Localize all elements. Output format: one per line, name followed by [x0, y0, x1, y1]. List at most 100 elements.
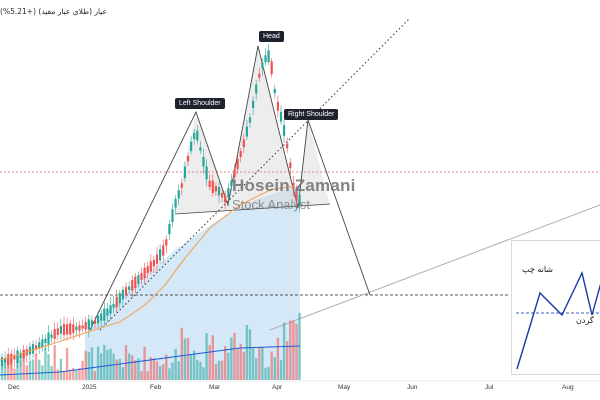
volume-bar: [90, 347, 94, 380]
candle: [81, 325, 84, 329]
volume-bar: [127, 353, 131, 380]
volume-bar: [47, 354, 50, 380]
candle: [289, 162, 292, 169]
volume-bar: [270, 351, 273, 380]
change-value: +5.21%: [2, 7, 34, 16]
volume-bar: [264, 367, 267, 380]
candle: [236, 158, 239, 169]
candle: [283, 125, 286, 136]
candle: [131, 280, 134, 291]
volume-bar: [282, 322, 286, 380]
x-tick-mar: Mar: [209, 384, 221, 391]
volume-bar: [236, 349, 239, 380]
volume-bar: [69, 369, 72, 380]
candle: [10, 353, 13, 364]
volume-bar: [19, 359, 22, 380]
candle: [177, 190, 180, 199]
volume-bar: [131, 355, 134, 380]
x-tick-jul: Jul: [485, 384, 494, 391]
candle: [279, 111, 283, 122]
candle: [155, 254, 159, 264]
volume-bar: [292, 320, 295, 380]
ma-line-orange: [0, 185, 296, 361]
inset-left-shoulder-label: شانه چپ: [522, 265, 553, 274]
volume-bar: [202, 367, 205, 380]
volume-bar: [208, 345, 211, 380]
candle: [41, 339, 44, 348]
volume-bar: [199, 361, 202, 380]
candle: [90, 320, 93, 327]
volume-bar: [183, 338, 187, 380]
candle: [112, 303, 115, 308]
volume-bar: [171, 362, 174, 380]
candle: [143, 267, 146, 279]
x-tick-feb: Feb: [150, 384, 162, 391]
volume-bar: [196, 359, 199, 380]
volume-bar: [25, 365, 28, 380]
volume-bar: [251, 347, 255, 380]
volume-bar: [273, 357, 276, 380]
volume-bar: [93, 371, 97, 380]
candle: [261, 62, 264, 69]
volume-bar: [78, 368, 81, 380]
candle: [214, 185, 217, 192]
candle: [69, 323, 72, 335]
volume-bar: [84, 350, 87, 380]
candle: [137, 275, 140, 284]
volume-bar: [174, 348, 177, 380]
volume-bar: [143, 346, 146, 380]
candle: [252, 100, 255, 109]
volume-bar: [140, 371, 143, 380]
x-tick-dec: Dec: [8, 384, 20, 391]
volume-bar: [227, 352, 230, 380]
x-tick-2025: 2025: [82, 384, 97, 391]
candle: [159, 249, 162, 261]
volume-bar: [3, 360, 7, 380]
candle: [196, 130, 199, 141]
candle: [62, 324, 66, 336]
candle: [276, 102, 279, 111]
volume-bar: [121, 367, 125, 380]
candle: [87, 319, 90, 330]
candle: [180, 183, 183, 188]
volume-bar: [220, 360, 224, 380]
volume-bar: [267, 366, 270, 380]
candle: [183, 166, 186, 179]
volume-bar: [115, 359, 118, 380]
head-callout: Head: [259, 31, 284, 42]
volume-bar: [28, 360, 32, 380]
pattern-lines: [89, 45, 371, 331]
candle: [171, 209, 174, 223]
candle: [50, 334, 53, 338]
candle: [38, 342, 41, 349]
candle: [208, 180, 211, 187]
volume-bar: [112, 353, 115, 380]
candle: [0, 357, 4, 366]
candle: [273, 88, 276, 94]
candle: [128, 286, 131, 290]
volume-bar: [118, 358, 121, 380]
candle: [72, 324, 75, 333]
volume-bar: [50, 365, 53, 380]
candle: [124, 286, 128, 296]
candle: [168, 224, 171, 235]
volume-bar: [124, 345, 128, 380]
inset-pattern-line: [516, 270, 593, 370]
volume-bar: [186, 337, 190, 380]
candle: [140, 272, 143, 280]
volume-bar: [109, 348, 112, 380]
candle: [53, 329, 56, 339]
volume-bar: [214, 363, 218, 380]
candle: [152, 259, 155, 267]
candle: [118, 293, 121, 304]
candle: [93, 320, 97, 324]
volume-bar: [224, 346, 227, 380]
volume-bar: [217, 360, 221, 380]
candle: [162, 245, 165, 256]
candle: [97, 315, 100, 324]
candle: [190, 141, 193, 151]
candle: [248, 117, 252, 123]
watermark-role: Stock Analyst: [232, 197, 311, 212]
volume-bar: [180, 327, 183, 380]
